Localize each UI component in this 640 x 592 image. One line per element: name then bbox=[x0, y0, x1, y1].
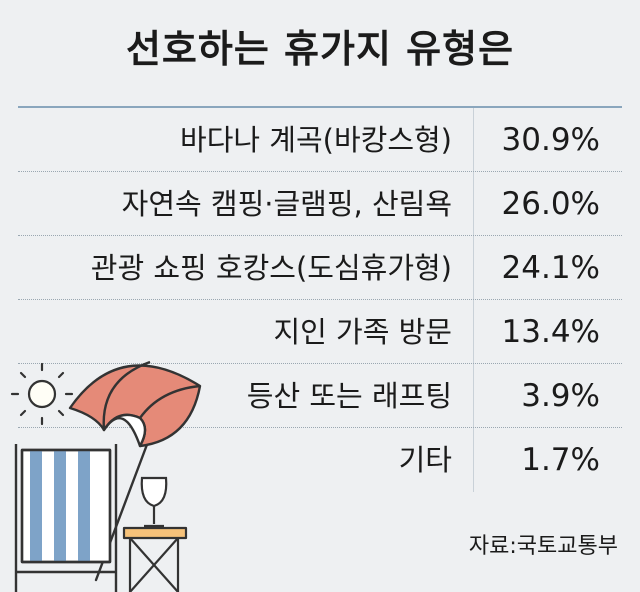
table-row: 자연속 캠핑·글램핑, 산림욕 26.0% bbox=[18, 172, 622, 236]
value-label: 13.4% bbox=[501, 314, 600, 350]
source-note: 자료:국토교통부 bbox=[468, 534, 618, 559]
category-label: 지인 가족 방문 bbox=[273, 315, 452, 349]
column-separator bbox=[473, 108, 474, 172]
beach-illustration bbox=[10, 360, 202, 592]
row-divider bbox=[18, 171, 622, 172]
table-row: 바다나 계곡(바캉스형) 30.9% bbox=[18, 108, 622, 172]
row-divider bbox=[18, 235, 622, 236]
wine-glass-icon bbox=[140, 476, 168, 528]
side-table-icon bbox=[122, 526, 188, 592]
table-row: 관광 쇼핑 호캉스(도심휴가형) 24.1% bbox=[18, 236, 622, 300]
column-separator bbox=[473, 236, 474, 300]
row-divider bbox=[18, 427, 622, 428]
row-divider bbox=[18, 299, 622, 300]
value-label: 1.7% bbox=[521, 442, 600, 478]
value-label: 3.9% bbox=[521, 378, 600, 414]
chart-title: 선호하는 휴가지 유형은 bbox=[125, 27, 515, 71]
column-separator bbox=[473, 300, 474, 364]
category-label: 자연속 캠핑·글램핑, 산림욕 bbox=[121, 187, 452, 221]
table-row: 기타 1.7% bbox=[18, 428, 622, 492]
table-row: 지인 가족 방문 13.4% bbox=[18, 300, 622, 364]
column-separator bbox=[473, 428, 474, 492]
category-label: 관광 쇼핑 호캉스(도심휴가형) bbox=[90, 251, 452, 285]
value-label: 30.9% bbox=[501, 122, 600, 158]
category-label: 바다나 계곡(바캉스형) bbox=[180, 123, 452, 157]
column-separator bbox=[473, 364, 474, 428]
deck-chair-icon bbox=[14, 444, 118, 592]
header-rule bbox=[18, 106, 622, 108]
column-separator bbox=[473, 172, 474, 236]
sun-icon bbox=[10, 362, 74, 426]
value-label: 24.1% bbox=[501, 250, 600, 286]
category-label: 등산 또는 래프팅 bbox=[246, 379, 452, 413]
value-label: 26.0% bbox=[501, 186, 600, 222]
row-divider bbox=[18, 363, 622, 364]
category-label: 기타 bbox=[398, 443, 452, 477]
table-row: 등산 또는 래프팅 3.9% bbox=[18, 364, 622, 428]
